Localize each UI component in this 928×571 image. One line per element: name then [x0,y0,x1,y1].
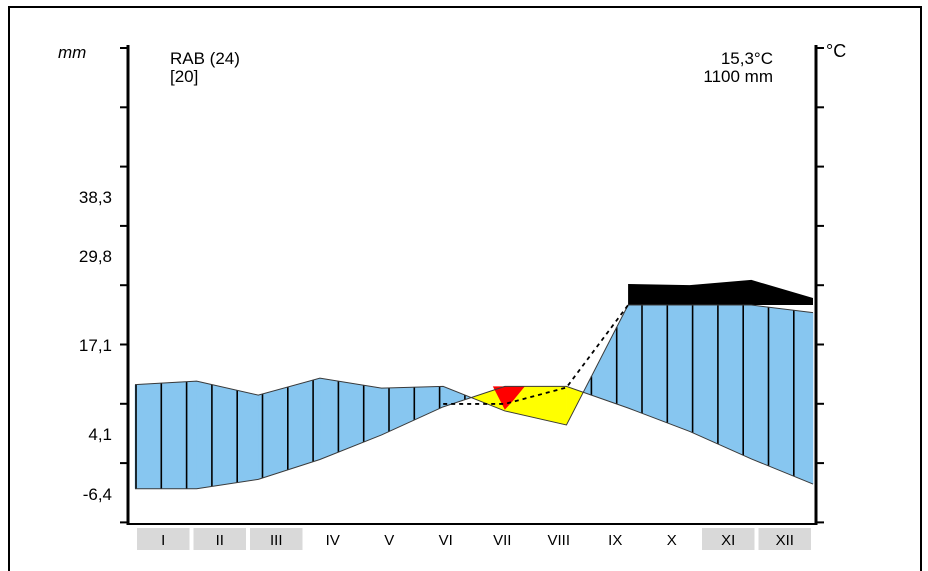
month-label: XI [721,532,735,549]
humid-area-segment [196,380,259,490]
month-label: III [270,532,283,549]
month-label: VIII [547,532,570,549]
hot-peak-area [492,386,525,410]
month-label: X [667,532,677,549]
month-label: IX [608,532,622,549]
precipitation-line [134,304,814,426]
month-label: VII [493,532,511,549]
winter-month-box [702,528,755,550]
winter-month-box [137,528,190,550]
month-label: I [161,532,165,549]
left-tick-labels: 38,3 29,8 17,1 4,1 -6,4 [79,188,112,504]
left-tick-label: 17,1 [79,336,112,355]
perhumid-area [628,279,813,306]
mean-temperature: 15,3°C [721,49,773,68]
humid-area-segment [582,304,629,409]
winter-month-box [758,528,811,550]
annual-precipitation: 1100 mm [703,67,773,86]
humid-area-segment [627,304,690,432]
month-label: V [384,532,394,549]
left-tick-label: 38,3 [79,188,112,207]
curve-layer [134,304,814,490]
left-tick-label: 4,1 [88,425,112,444]
precipitation-dashed-line [443,304,629,405]
month-labels: I II III IV V VI VII VIII IX X XI XII [137,528,811,550]
station-name: RAB (24) [170,49,240,68]
left-axis-unit: mm [58,43,86,62]
humid-area-segment [751,304,814,485]
winter-month-box [193,528,246,550]
humid-area-layer [134,279,814,490]
winter-month-box [250,528,303,550]
month-label: II [216,532,224,549]
humid-area-segment [258,377,321,480]
left-tick-label: 29,8 [79,247,112,266]
right-axis-unit: °C [826,41,846,61]
month-label: IV [326,532,340,549]
month-label: XII [776,532,794,549]
left-tick-label: -6,4 [83,485,112,504]
tick-layer [120,47,824,524]
humid-area-segment [442,385,472,408]
station-years: [20] [170,67,198,86]
temperature-line [135,385,814,490]
month-label: VI [439,532,453,549]
arid-area-layer [470,386,584,426]
